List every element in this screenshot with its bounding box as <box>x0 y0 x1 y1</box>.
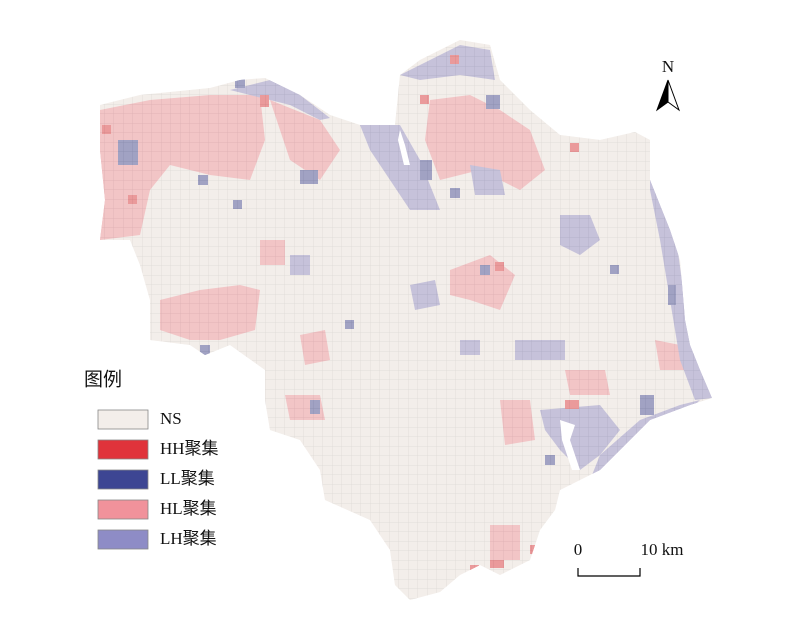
legend-label: LH聚集 <box>160 529 217 548</box>
map-area <box>100 40 712 600</box>
river <box>398 130 410 165</box>
legend: NS HH聚集 LL聚集 HL聚集 LH聚集 <box>97 409 219 550</box>
lake <box>560 420 580 470</box>
scale-end: 10 km <box>641 540 684 559</box>
legend-label: HH聚集 <box>160 439 219 458</box>
legend-swatch <box>97 469 149 490</box>
legend-swatch <box>97 499 149 520</box>
north-arrow: N <box>655 57 681 112</box>
scale-bar: 0 10 km <box>574 540 684 577</box>
scale-line <box>577 568 641 577</box>
legend-label: NS <box>160 409 182 428</box>
legend-swatch <box>97 529 149 550</box>
arrow-right <box>667 79 681 112</box>
legend-label: HL聚集 <box>160 499 217 518</box>
legend-label: LL聚集 <box>160 469 215 488</box>
legend-swatch <box>97 409 149 430</box>
legend-swatch <box>97 439 149 460</box>
legend-title: 图例 <box>84 369 122 391</box>
scale-start: 0 <box>574 540 583 559</box>
north-label: N <box>662 57 674 76</box>
arrow-left <box>655 79 669 112</box>
